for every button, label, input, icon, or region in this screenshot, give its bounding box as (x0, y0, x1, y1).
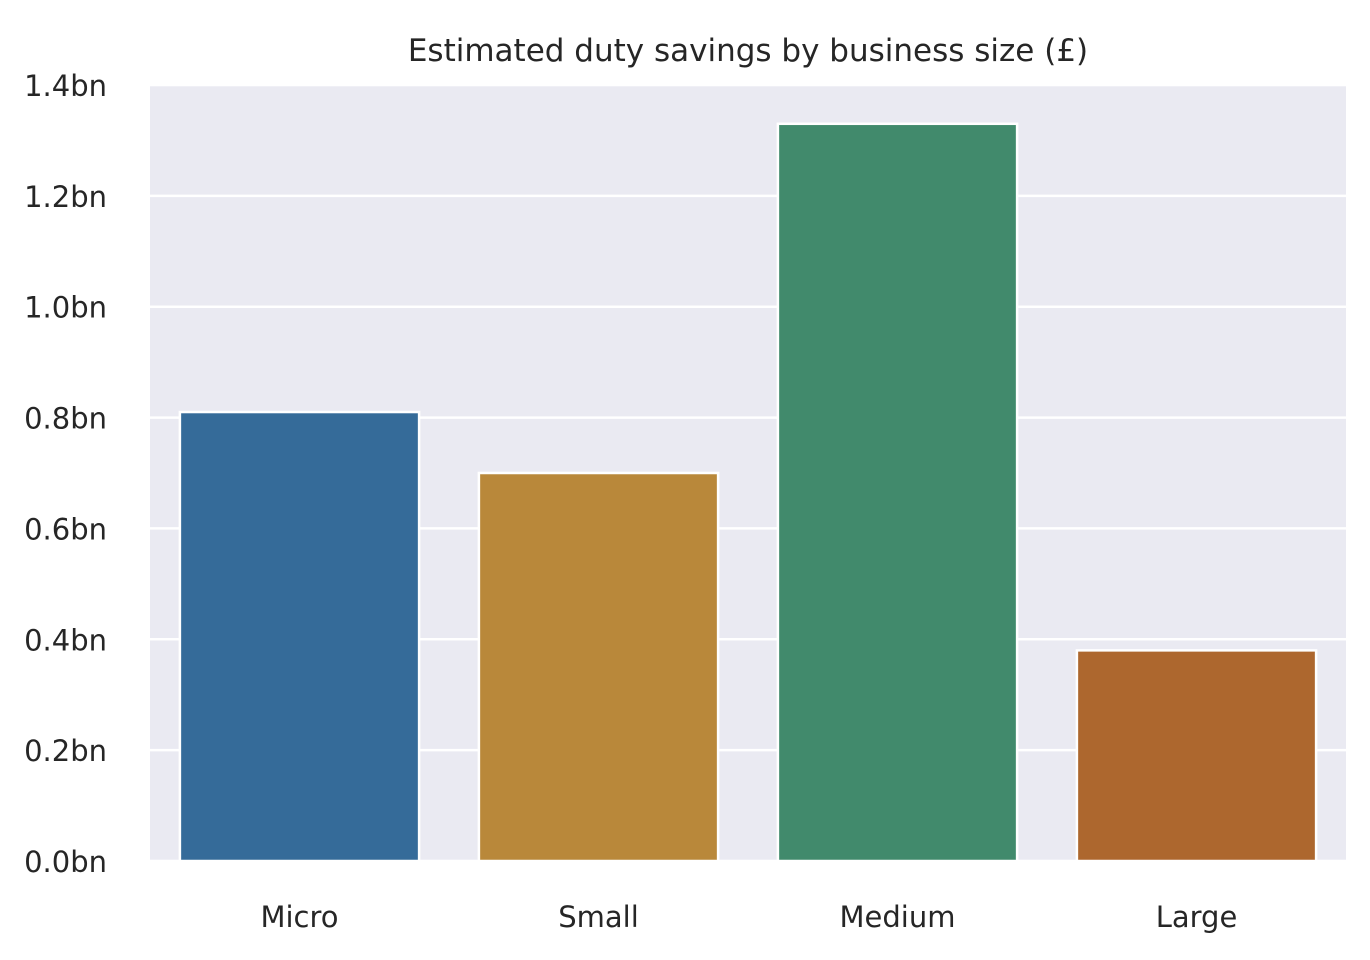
y-tick-label: 0.2bn (24, 734, 107, 768)
y-tick-label: 0.0bn (24, 845, 107, 879)
bars (178, 122, 1318, 863)
y-axis: 0.0bn 0.2bn 0.4bn 0.6bn 0.8bn 1.0bn 1.2bn 1.4bn (24, 69, 107, 879)
bar-small (477, 471, 720, 863)
y-tick-label: 0.6bn (24, 512, 107, 546)
x-tick-label: Medium (840, 900, 956, 934)
y-tick-label: 0.4bn (24, 623, 107, 657)
y-tick-label: 1.2bn (24, 180, 107, 214)
x-tick-label: Small (558, 900, 639, 934)
bar-micro (178, 410, 421, 863)
bar-large (1075, 649, 1318, 863)
y-tick-label: 1.4bn (24, 69, 107, 103)
bar-medium (776, 122, 1019, 863)
y-tick-label: 0.8bn (24, 402, 107, 436)
y-tick-label: 1.0bn (24, 291, 107, 325)
x-axis: Micro Small Medium Large (260, 900, 1237, 934)
x-tick-label: Large (1156, 900, 1238, 934)
chart-title: Estimated duty savings by business size … (408, 33, 1088, 69)
x-tick-label: Micro (260, 900, 338, 934)
